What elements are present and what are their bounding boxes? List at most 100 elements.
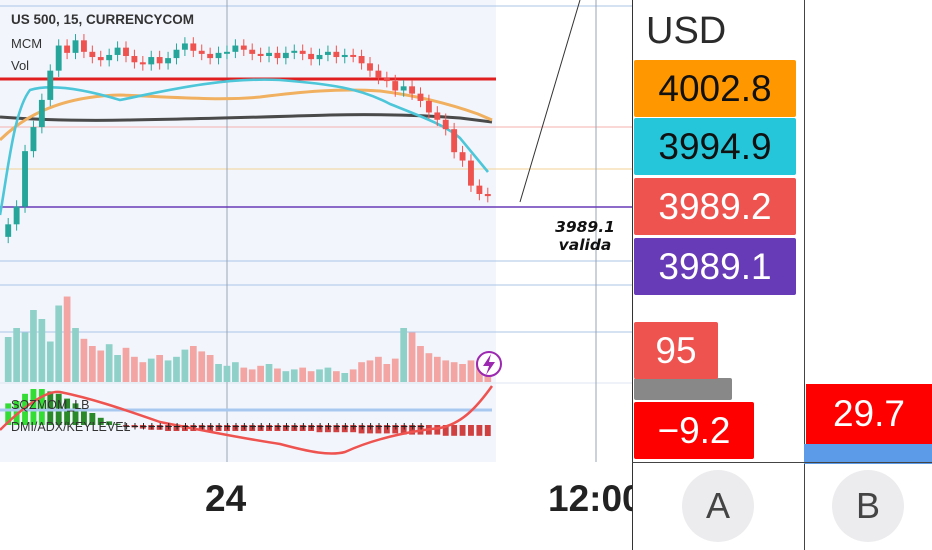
candle-body bbox=[190, 43, 197, 51]
candle-body bbox=[22, 151, 28, 207]
candle-body bbox=[316, 54, 323, 60]
auto-scale-button-a[interactable]: A bbox=[682, 470, 754, 542]
momentum-bar bbox=[468, 425, 474, 436]
candle-body bbox=[274, 52, 281, 59]
key-level-marker: + bbox=[241, 419, 248, 433]
volume-bar bbox=[257, 365, 264, 382]
candle-body bbox=[468, 160, 474, 186]
momentum-bar bbox=[324, 425, 331, 433]
key-level-marker: + bbox=[300, 419, 307, 433]
volume-bar bbox=[72, 328, 79, 382]
candle-body bbox=[484, 194, 491, 197]
key-level-marker: + bbox=[367, 419, 374, 433]
candle-body bbox=[266, 52, 272, 56]
key-level-marker: + bbox=[165, 419, 172, 433]
momentum-bar bbox=[224, 425, 230, 431]
candle-body bbox=[451, 129, 458, 153]
volume-bar bbox=[248, 369, 256, 382]
momentum-bar bbox=[80, 408, 87, 425]
volume-bar bbox=[13, 328, 20, 382]
candle-body bbox=[97, 57, 104, 61]
volume-bar bbox=[425, 353, 433, 382]
vol-legend[interactable]: Vol bbox=[11, 58, 30, 73]
key-level-marker: + bbox=[317, 419, 324, 433]
momentum-bar bbox=[173, 425, 180, 431]
momentum-bar bbox=[442, 425, 449, 436]
candle-body bbox=[367, 63, 373, 71]
candle-body bbox=[375, 70, 382, 78]
hidden-label-blue bbox=[804, 444, 932, 464]
chart-area[interactable]: + + + + + + + + + + + + + + + + + + + + + + + + + + + + + + + + + + + + US … bbox=[0, 0, 632, 462]
candle-body bbox=[47, 70, 54, 100]
candle-body bbox=[240, 45, 247, 50]
volume-bar bbox=[206, 355, 214, 382]
momentum-bar bbox=[232, 425, 239, 431]
candle-body bbox=[38, 99, 45, 128]
volume-bar bbox=[30, 310, 37, 382]
dmi-line bbox=[0, 385, 494, 455]
momentum-bar bbox=[282, 425, 289, 431]
key-level-marker: + bbox=[375, 419, 382, 433]
mcm-legend[interactable]: MCM bbox=[11, 36, 43, 51]
candle-body bbox=[148, 57, 155, 65]
momentum-bar bbox=[97, 417, 104, 425]
candle-body bbox=[257, 53, 264, 56]
second-price-axis[interactable] bbox=[804, 0, 932, 550]
volume-bar bbox=[433, 356, 441, 382]
candle-body bbox=[5, 224, 12, 237]
axis-divider bbox=[632, 462, 932, 463]
volume-bar bbox=[324, 367, 332, 382]
momentum-bar bbox=[358, 425, 365, 434]
price-label-red: 3989.2 bbox=[634, 178, 796, 235]
volume-bar bbox=[131, 356, 138, 382]
momentum-bar bbox=[106, 421, 113, 425]
momentum-bar bbox=[165, 425, 172, 431]
adx-label: 29.7 bbox=[806, 384, 932, 444]
dmi-legend[interactable]: DMI/ADX/KEYLEVEL bbox=[11, 420, 131, 434]
volume-bar bbox=[156, 355, 164, 382]
volume-bar bbox=[223, 365, 231, 382]
key-level-marker: + bbox=[207, 419, 214, 433]
volume-bar bbox=[282, 371, 290, 382]
momentum-bar bbox=[198, 425, 205, 431]
volume-bar bbox=[290, 369, 298, 382]
ma-cyan bbox=[0, 78, 490, 216]
volume-label: 95 bbox=[634, 322, 718, 379]
candle-body bbox=[181, 43, 188, 50]
time-label-1200: 12:00 bbox=[548, 478, 632, 519]
candle-body bbox=[249, 49, 256, 54]
candle-body bbox=[442, 119, 449, 130]
candle-body bbox=[114, 47, 121, 55]
candle-body bbox=[232, 45, 239, 52]
sqzmom-legend[interactable]: SQZMOM_LB bbox=[11, 398, 90, 412]
price-label-cyan: 3994.9 bbox=[634, 118, 796, 175]
candle-body bbox=[476, 185, 483, 194]
volume-bar bbox=[21, 332, 29, 382]
momentum-bar bbox=[375, 425, 382, 434]
volume-bar bbox=[114, 355, 121, 382]
key-level-marker: + bbox=[283, 419, 290, 433]
key-level-marker: + bbox=[401, 419, 408, 433]
momentum-label: −9.2 bbox=[634, 402, 754, 459]
volume-bar bbox=[4, 337, 12, 382]
time-axis[interactable] bbox=[0, 462, 632, 550]
key-level-marker: + bbox=[182, 419, 189, 433]
auto-scale-button-b[interactable]: B bbox=[832, 470, 904, 542]
momentum-bar bbox=[249, 425, 256, 431]
momentum-bar bbox=[257, 425, 264, 431]
key-level-marker: + bbox=[417, 419, 424, 433]
candle-body bbox=[425, 100, 432, 113]
volume-bar bbox=[97, 350, 105, 382]
key-level-marker: + bbox=[224, 419, 231, 433]
volume-bar bbox=[232, 362, 239, 382]
lightning-icon bbox=[483, 354, 495, 375]
key-level-marker: + bbox=[342, 419, 349, 433]
key-level-marker: + bbox=[392, 419, 399, 433]
time-label-24: 24 bbox=[205, 478, 247, 519]
symbol-legend[interactable]: US 500, 15, CURRENCYCOM bbox=[11, 12, 195, 27]
candle-body bbox=[299, 50, 306, 54]
chart-canvas[interactable]: + + + + + + + + + + + + + + + + + + + + + + + + + + + + + + + + + + + + bbox=[0, 0, 632, 462]
momentum-bar bbox=[383, 425, 390, 434]
candle-body bbox=[434, 112, 441, 120]
price-label-purple: 3989.1 bbox=[634, 238, 796, 295]
